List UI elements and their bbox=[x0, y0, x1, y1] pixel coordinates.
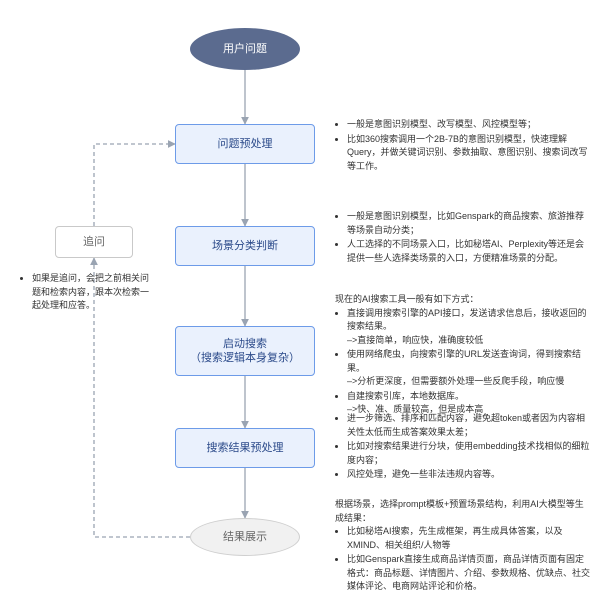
node-step1-label: 问题预处理 bbox=[218, 137, 273, 151]
node-start-user-question: 用户问题 bbox=[190, 28, 300, 70]
node-end-result-display: 结果展示 bbox=[190, 518, 300, 556]
node-step3-label: 启动搜索（搜索逻辑本身复杂） bbox=[190, 337, 300, 366]
desc-step3: 现在的AI搜索工具一般有如下方式：直接调用搜索引擎的API接口，发送请求信息后，… bbox=[335, 293, 590, 418]
node-step2-label: 场景分类判断 bbox=[212, 239, 278, 253]
node-side-label: 追问 bbox=[83, 235, 105, 249]
desc-end: 根据场景，选择prompt模板+预置场景结构，利用AI大模型等生成结果：比如秘塔… bbox=[335, 498, 590, 595]
node-step-scene-classify: 场景分类判断 bbox=[175, 226, 315, 266]
desc-followup-note: 如果是追问，会把之前相关问题和检索内容，跟本次检索一起处理和应答。 bbox=[20, 272, 150, 314]
node-start-label: 用户问题 bbox=[223, 42, 267, 56]
node-step-preprocess: 问题预处理 bbox=[175, 124, 315, 164]
node-step-start-search: 启动搜索（搜索逻辑本身复杂） bbox=[175, 326, 315, 376]
desc-step2: 一般是意图识别模型，比如Genspark的商品搜索、旅游推荐等场景自动分类；人工… bbox=[335, 210, 590, 266]
node-step4-label: 搜索结果预处理 bbox=[207, 441, 284, 455]
node-end-label: 结果展示 bbox=[223, 530, 267, 544]
desc-step4: 进一步筛选、排序和匹配内容，避免超token或者因为内容相关性太低而生成答案效果… bbox=[335, 412, 590, 483]
desc-step1: 一般是意图识别模型、改写模型、风控模型等；比如360搜索调用一个2B-7B的意图… bbox=[335, 118, 590, 174]
node-side-followup: 追问 bbox=[55, 226, 133, 258]
node-step-result-preprocess: 搜索结果预处理 bbox=[175, 428, 315, 468]
